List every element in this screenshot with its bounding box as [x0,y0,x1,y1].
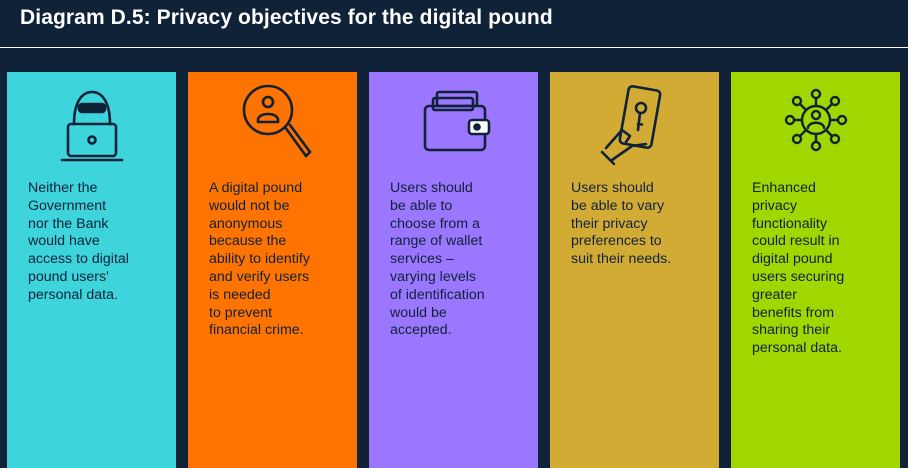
objective-text: Enhanced privacy functionality could res… [752,180,845,357]
wallet-icon [369,78,538,174]
objective-card-enhanced-privacy: Enhanced privacy functionality could res… [731,72,900,468]
objective-card-wallet-choice: Users should be able to choose from a ra… [369,72,538,468]
objective-text: Users should be able to choose from a ra… [390,180,485,339]
hacker-laptop-icon [7,78,176,174]
objective-card-not-anonymous: A digital pound would not be anonymous b… [188,72,357,468]
objective-card-government-access: Neither the Government nor the Bank woul… [7,72,176,468]
objective-card-vary-preferences: Users should be able to vary their priva… [550,72,719,468]
objective-text: Neither the Government nor the Bank woul… [28,180,129,303]
objective-text: A digital pound would not be anonymous b… [209,180,310,339]
magnify-user-icon [188,78,357,174]
objective-text: Users should be able to vary their priva… [571,180,672,268]
user-network-icon [731,78,900,174]
phone-key-icon [550,78,719,174]
diagram-title: Diagram D.5: Privacy objectives for the … [20,6,553,29]
title-divider [0,47,908,48]
